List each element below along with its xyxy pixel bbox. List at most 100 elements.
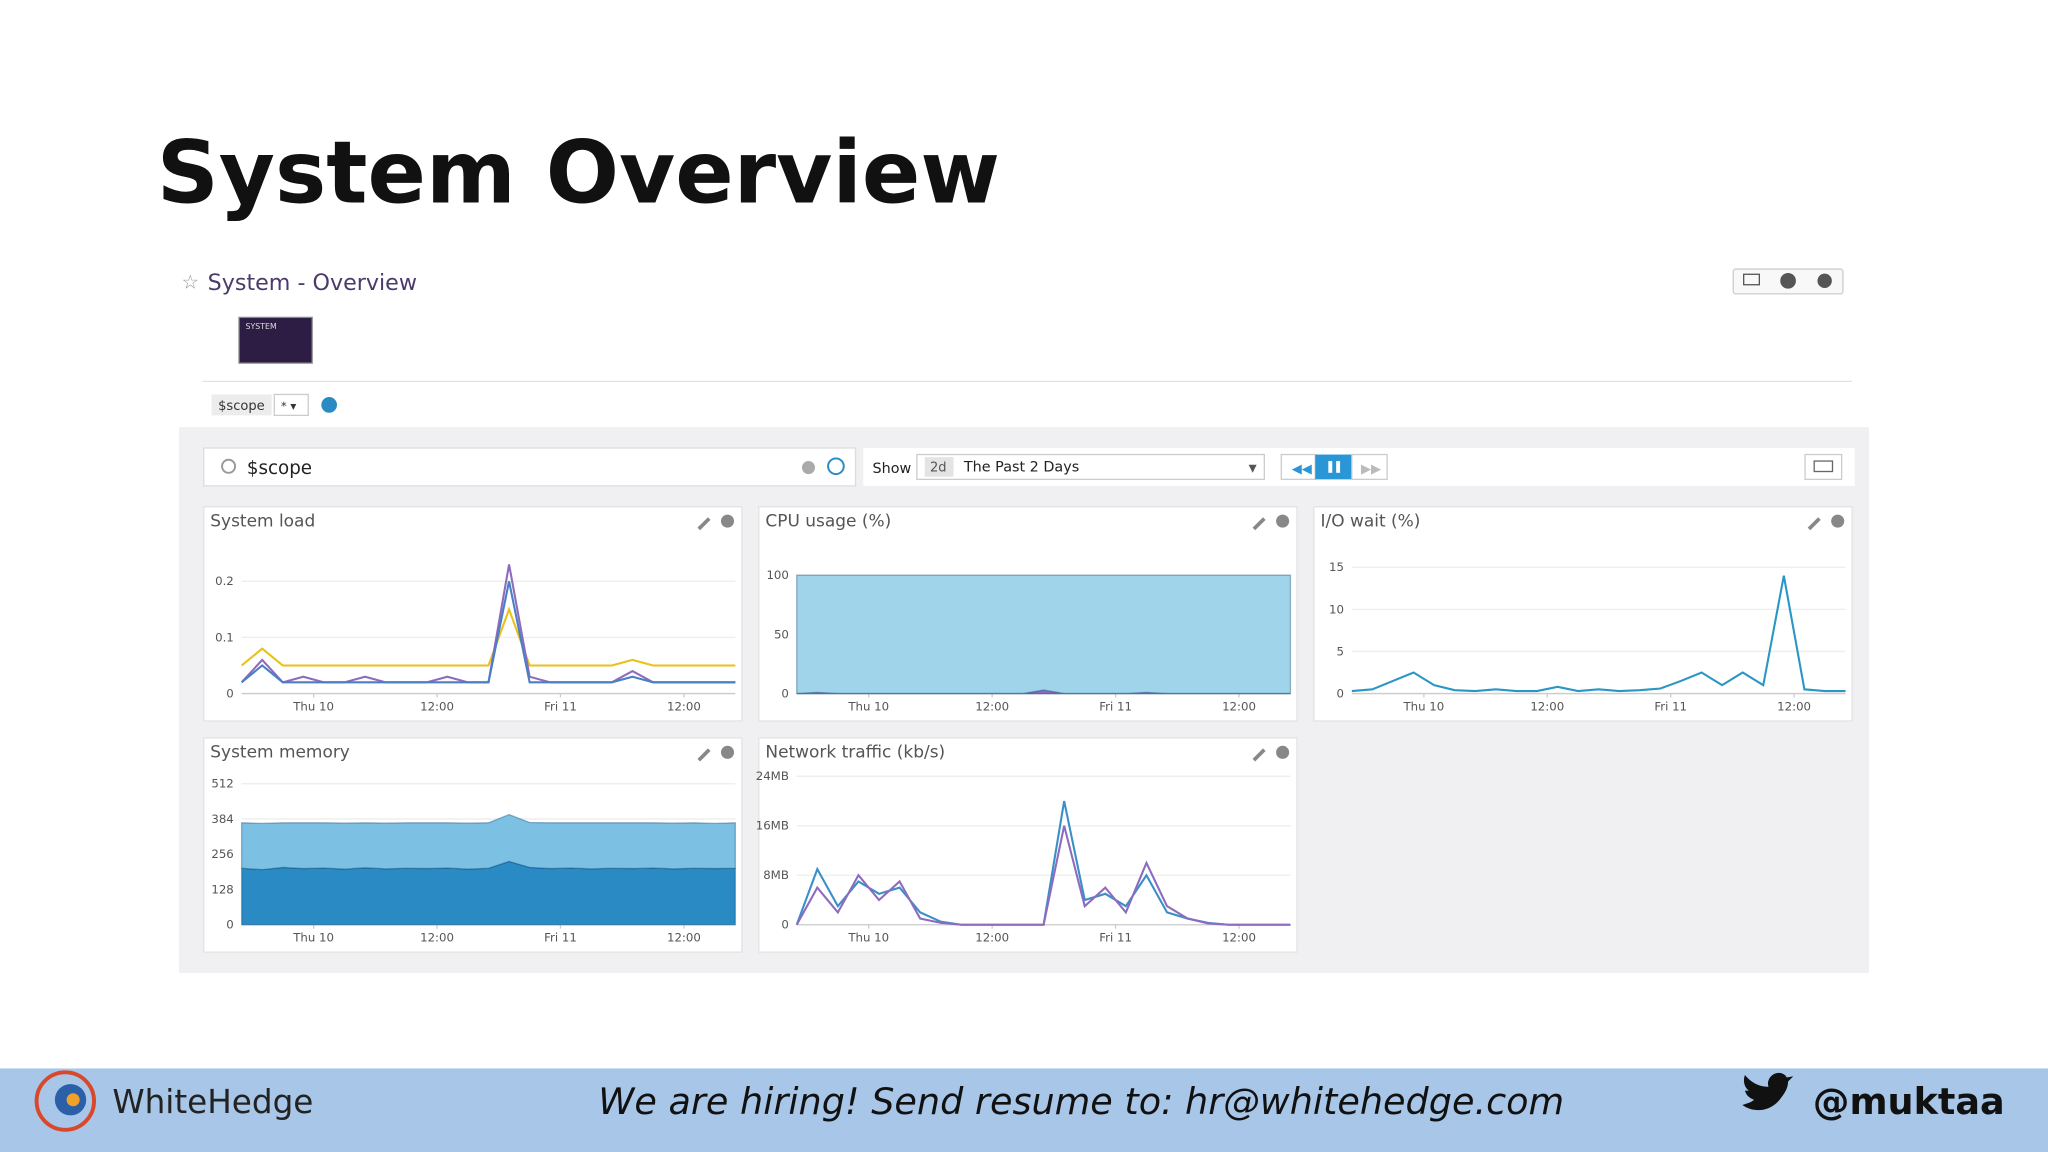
y-tick-label: 128: [211, 882, 233, 896]
help-icon[interactable]: [321, 397, 337, 413]
chart-panel: System load 0 0.1 0.2 Thu 10 12:00 Fri 11 12:00: [203, 506, 743, 722]
y-tick-label: 0: [781, 918, 788, 932]
series-line: [1351, 575, 1846, 693]
y-tick-label: 0: [226, 918, 233, 932]
forward-button[interactable]: [1351, 453, 1388, 480]
x-tick-label: 12:00: [667, 700, 701, 714]
y-tick-label: 0.2: [215, 574, 234, 588]
x-tick-label: Thu 10: [292, 931, 334, 945]
slide-title: System Overview: [157, 123, 1000, 223]
thumbnail: [238, 316, 313, 364]
info-icon[interactable]: [1780, 272, 1796, 289]
gear-icon[interactable]: [720, 745, 735, 759]
footer-handle: @muktaa: [1813, 1080, 2005, 1123]
panel-title: CPU usage (%): [765, 511, 891, 531]
x-tick-label: 12:00: [420, 931, 454, 945]
x-tick-label: Thu 10: [1402, 700, 1444, 714]
panel-title: I/O wait (%): [1320, 511, 1420, 531]
forward-icon: ▶▶: [1361, 462, 1381, 477]
thumbnail-text: SYSTEM: [246, 322, 277, 331]
twitter-icon: [1742, 1072, 1794, 1111]
x-tick-label: Fri 11: [1654, 700, 1687, 714]
keyboard-icon: [1813, 460, 1834, 473]
logo-ring: [34, 1070, 96, 1132]
x-tick-label: Thu 10: [847, 700, 889, 714]
x-tick-label: 12:00: [1777, 700, 1811, 714]
y-tick-label: 50: [774, 627, 789, 641]
edit-icon[interactable]: [1252, 748, 1266, 762]
range-select[interactable]: [916, 453, 1265, 480]
dashboard-title: System - Overview: [208, 270, 417, 296]
series-line: [240, 606, 736, 667]
panel-title: System memory: [210, 743, 350, 763]
x-tick-label: Thu 10: [847, 931, 889, 945]
gear-icon[interactable]: [1817, 273, 1832, 288]
x-tick-label: 12:00: [1222, 700, 1256, 714]
variable-value: * ▾: [281, 399, 297, 413]
series-area: [240, 860, 736, 926]
edit-icon[interactable]: [697, 748, 711, 762]
variable-select[interactable]: [273, 393, 309, 416]
refresh-icon[interactable]: [827, 457, 845, 476]
x-tick-label: 12:00: [1222, 931, 1256, 945]
y-tick-label: 0: [1337, 686, 1344, 700]
series-line: [795, 825, 1291, 926]
gear-icon[interactable]: [1276, 745, 1290, 759]
edit-icon[interactable]: [1252, 517, 1266, 531]
x-tick-label: Fri 11: [544, 700, 577, 714]
chart-panel: CPU usage (%) 0 50 100 Thu 10 12:00 Fri 11 12:0…: [758, 506, 1298, 722]
rewind-icon: ◀◀: [1292, 462, 1312, 477]
y-tick-label: 256: [211, 847, 233, 861]
search-icon: [221, 458, 237, 474]
y-tick-label: 15: [1329, 560, 1344, 574]
x-tick-label: 12:00: [975, 931, 1009, 945]
search-box[interactable]: [203, 447, 857, 487]
pause-button[interactable]: [1315, 454, 1352, 480]
panel-bg: [758, 737, 1298, 953]
y-tick-label: 512: [211, 777, 233, 791]
x-tick-label: 12:00: [420, 700, 454, 714]
star-icon[interactable]: ☆: [182, 271, 200, 294]
header-buttons: [1732, 268, 1844, 295]
x-tick-label: Thu 10: [292, 700, 334, 714]
x-tick-label: 12:00: [1530, 700, 1564, 714]
y-tick-label: 24MB: [756, 769, 789, 783]
rewind-button[interactable]: [1280, 453, 1316, 480]
variable-name: $scope: [218, 399, 265, 414]
y-tick-label: 10: [1329, 602, 1344, 616]
x-tick-label: Fri 11: [1099, 700, 1132, 714]
x-tick-label: Fri 11: [544, 931, 577, 945]
x-tick-label: 12:00: [667, 931, 701, 945]
y-tick-label: 5: [1337, 644, 1344, 658]
y-tick-label: 0.1: [215, 630, 234, 644]
gear-icon[interactable]: [1276, 514, 1290, 528]
x-tick-label: 12:00: [975, 700, 1009, 714]
series-area: [796, 689, 1291, 695]
chart-panel: Network traffic (kb/s) 0 8MB 16MB 24MB Thu 10…: [756, 737, 1298, 953]
chart-panel: System memory 0 128 256 384 512 Thu 10 12:00 Fri…: [203, 737, 743, 953]
edit-icon[interactable]: [1807, 517, 1821, 531]
panel-title: Network traffic (kb/s): [765, 743, 945, 763]
y-tick-label: 8MB: [763, 868, 789, 882]
pause-icon: [1336, 461, 1341, 473]
x-tick-label: Fri 11: [1099, 931, 1132, 945]
gear-icon[interactable]: [1831, 514, 1845, 528]
tv-icon[interactable]: [1743, 273, 1760, 286]
panel-bg: [203, 506, 743, 722]
y-tick-label: 16MB: [756, 819, 789, 833]
y-tick-label: 0: [781, 686, 788, 700]
series-line: [240, 581, 736, 684]
footer-brand: WhiteHedge: [112, 1083, 313, 1121]
series-area: [796, 574, 1292, 695]
range-short: 2d: [930, 461, 947, 476]
footer: [0, 1068, 2048, 1152]
panel-bg: [1313, 506, 1853, 722]
series-area: [240, 813, 736, 871]
keyboard-button[interactable]: [1804, 453, 1843, 480]
clear-icon[interactable]: [801, 461, 816, 475]
gear-icon[interactable]: [720, 514, 735, 528]
footer-hiring: We are hiring! Send resume to: hr@whiteh…: [598, 1080, 1564, 1123]
range-text: The Past 2 Days: [963, 460, 1079, 476]
edit-icon[interactable]: [697, 517, 711, 531]
